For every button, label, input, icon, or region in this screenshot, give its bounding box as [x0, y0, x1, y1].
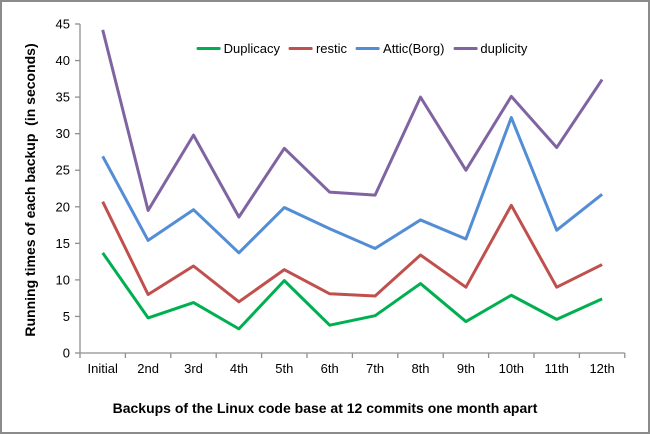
x-tick-label: 10th: [499, 361, 524, 376]
legend-label: duplicity: [480, 41, 528, 56]
chart-legend: Duplicacy restic Attic(Borg) duplicity: [196, 41, 527, 56]
x-tick-label: 2nd: [137, 361, 159, 376]
y-tick-label: 45: [56, 17, 70, 32]
y-tick-label: 40: [56, 53, 70, 68]
y-tick-label: 25: [56, 163, 70, 178]
legend-item-attic-borg-: Attic(Borg): [356, 41, 444, 56]
x-axis-title: Backups of the Linux code base at 12 com…: [112, 400, 538, 416]
x-tick-label: 9th: [457, 361, 475, 376]
x-tick-label: 7th: [366, 361, 384, 376]
y-tick-label: 15: [56, 236, 70, 251]
series-line-restic: [101, 201, 603, 304]
y-tick-label: 10: [56, 272, 70, 287]
y-tick-label: 30: [56, 126, 70, 141]
y-tick-label: 35: [56, 90, 70, 105]
legend-swatch-icon: [356, 47, 381, 50]
x-tick-label: 3rd: [184, 361, 203, 376]
x-tick-label: 4th: [230, 361, 248, 376]
legend-label: Attic(Borg): [383, 41, 445, 56]
x-tick-label: 6th: [321, 361, 339, 376]
x-tick-label: 12th: [589, 361, 614, 376]
y-tick-label: 5: [63, 309, 70, 324]
legend-item-duplicacy: Duplicacy: [196, 41, 280, 56]
x-tick-label: 8th: [411, 361, 429, 376]
legend-label: Duplicacy: [223, 41, 280, 56]
y-tick-label: 20: [56, 199, 70, 214]
series-line-attic-borg-: [101, 116, 604, 255]
series-line-duplicity: [101, 29, 604, 219]
y-axis-title: Running times of each backup (in seconds…: [22, 43, 38, 337]
x-tick-label: 5th: [275, 361, 293, 376]
legend-item-duplicity: duplicity: [453, 41, 527, 56]
legend-swatch-icon: [288, 47, 313, 50]
series-line-duplicacy: [101, 251, 603, 331]
x-tick-label: Initial: [88, 361, 118, 376]
legend-label: restic: [315, 41, 348, 56]
x-tick-label: 11th: [545, 361, 569, 376]
legend-item-restic: restic: [288, 41, 348, 56]
legend-swatch-icon: [196, 47, 221, 50]
legend-swatch-icon: [453, 47, 478, 50]
y-tick-label: 0: [63, 346, 70, 361]
